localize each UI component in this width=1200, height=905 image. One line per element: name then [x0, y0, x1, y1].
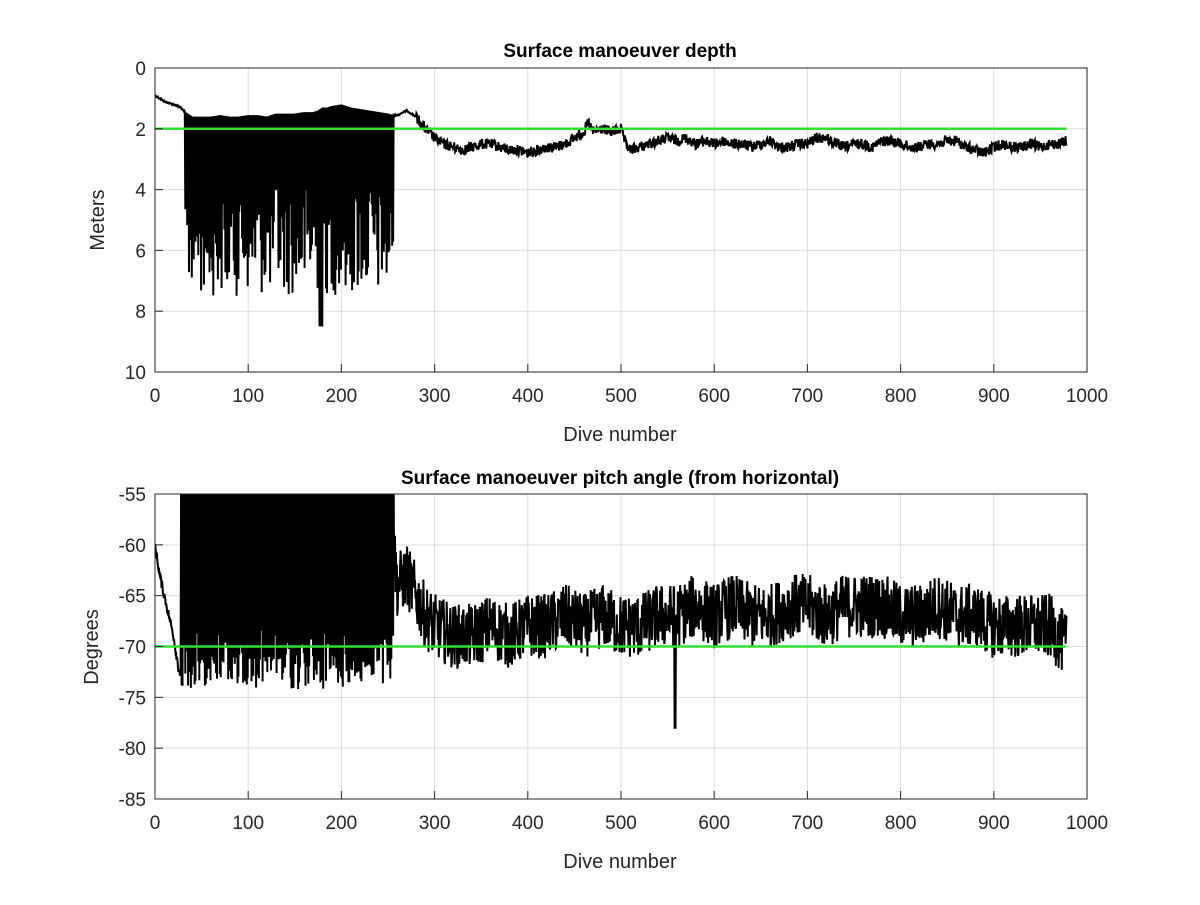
y-tick-label: 4 — [135, 181, 146, 202]
x-tick-label: 700 — [792, 386, 824, 407]
x-tick-label: 500 — [605, 813, 637, 834]
y-tick-label: 10 — [125, 363, 146, 384]
x-tick-label: 1000 — [1066, 386, 1108, 407]
x-tick-label: 700 — [792, 813, 824, 834]
x-tick-label: 300 — [419, 386, 451, 407]
pitch-y-ticks: -55 -60 -65 -70 -75 -80 -85 — [119, 485, 163, 811]
depth-y-axis-label: Meters — [87, 189, 109, 250]
x-tick-label: 900 — [978, 813, 1010, 834]
y-tick-label: -60 — [119, 536, 146, 557]
pitch-x-axis-label: Dive number — [563, 851, 677, 873]
depth-chart: Surface manoeuver depth 0 100 200 300 400 500… — [87, 41, 1108, 446]
x-tick-label: 400 — [512, 813, 544, 834]
y-tick-label: -80 — [119, 739, 146, 760]
x-tick-label: 100 — [232, 386, 264, 407]
x-tick-label: 600 — [698, 386, 730, 407]
y-tick-label: 0 — [135, 59, 146, 80]
y-tick-label: -65 — [119, 587, 146, 608]
y-tick-label: 8 — [135, 302, 146, 323]
y-tick-label: -70 — [119, 638, 146, 659]
y-tick-label: 6 — [135, 241, 146, 262]
y-tick-label: -55 — [119, 485, 146, 506]
y-tick-label: -75 — [119, 688, 146, 709]
pitch-chart-title: Surface manoeuver pitch angle (from hori… — [401, 468, 839, 489]
y-tick-label: -85 — [119, 790, 146, 811]
x-tick-label: 0 — [150, 386, 161, 407]
y-tick-label: 2 — [135, 120, 146, 141]
depth-y-ticks: 0 2 4 6 8 10 — [125, 59, 163, 384]
x-tick-label: 800 — [885, 813, 917, 834]
x-tick-label: 600 — [698, 813, 730, 834]
depth-chart-title: Surface manoeuver depth — [503, 41, 736, 62]
x-tick-label: 200 — [326, 386, 358, 407]
x-tick-label: 400 — [512, 386, 544, 407]
pitch-x-ticks: 0 100 200 300 400 500 600 700 800 900 1000 — [150, 791, 1108, 834]
x-tick-label: 0 — [150, 813, 161, 834]
depth-x-ticks: 0 100 200 300 400 500 600 700 800 900 1000 — [150, 364, 1108, 407]
x-tick-label: 100 — [232, 813, 264, 834]
x-tick-label: 800 — [885, 386, 917, 407]
x-tick-label: 300 — [419, 813, 451, 834]
pitch-y-axis-label: Degrees — [81, 609, 103, 685]
x-tick-label: 500 — [605, 386, 637, 407]
depth-series-line — [155, 94, 1068, 327]
x-tick-label: 900 — [978, 386, 1010, 407]
x-tick-label: 200 — [326, 813, 358, 834]
depth-x-axis-label: Dive number — [563, 424, 677, 446]
pitch-series-line — [155, 494, 1068, 729]
x-tick-label: 1000 — [1066, 813, 1108, 834]
pitch-chart: Surface manoeuver pitch angle (from hori… — [81, 468, 1108, 873]
